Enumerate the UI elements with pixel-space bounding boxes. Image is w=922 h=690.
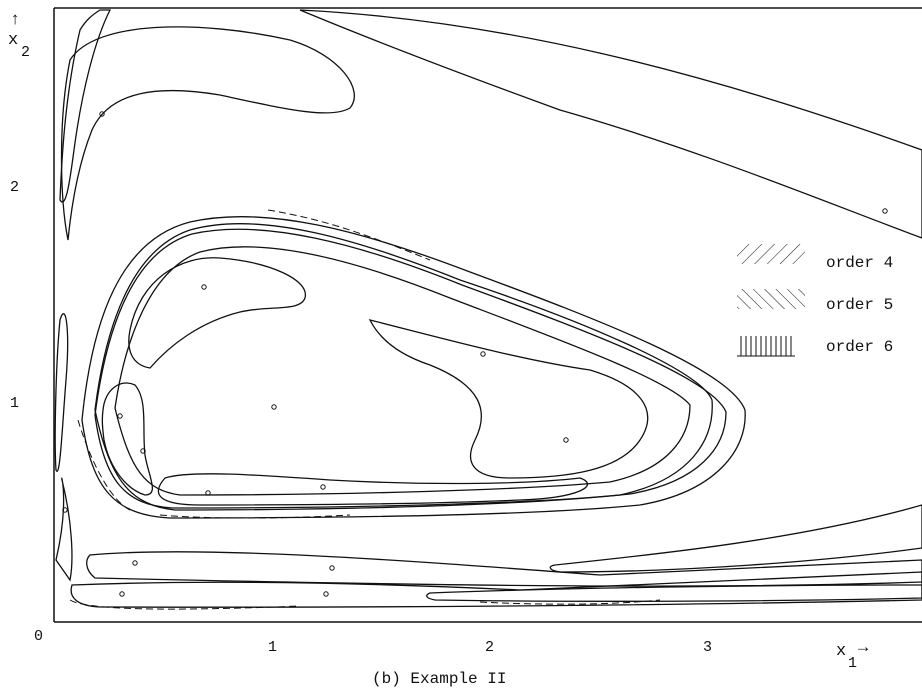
legend-swatch-backslash-hatch — [737, 244, 805, 264]
data-point-markers — [62, 111, 888, 597]
marker — [132, 560, 138, 566]
marker — [271, 404, 277, 410]
marker — [320, 484, 326, 490]
tick-labels: 0 1 2 3 1 2 — [10, 179, 712, 656]
x-tick-label-0: 0 — [34, 628, 43, 645]
marker — [140, 448, 146, 454]
x-axis-label: x 1 → — [836, 639, 869, 672]
region-order4-bottom-blob — [157, 473, 589, 506]
marker — [563, 437, 569, 443]
region-order6-top-left-sliver — [59, 9, 112, 203]
region-order6-left-edge-strip — [54, 313, 69, 472]
legend-item-order-4: order 4 — [737, 244, 893, 272]
x-axis-subscript: 1 — [848, 655, 857, 672]
legend-item-order-6: order 6 — [737, 336, 893, 357]
y-tick-label-1: 1 — [10, 395, 19, 412]
region-order5-top-right-band — [299, 9, 922, 239]
marker — [62, 507, 68, 513]
region-order5-inner-ring — [94, 223, 713, 511]
marker — [117, 413, 123, 419]
legend-label: order 5 — [826, 296, 893, 314]
extra-contours — [69, 209, 661, 610]
y-axis-arrow: ↑ — [10, 11, 20, 30]
region-order6-ring-edge — [81, 215, 746, 519]
dashed-contour-left — [77, 419, 131, 511]
marker — [205, 490, 211, 496]
marker — [201, 284, 207, 290]
marker — [329, 565, 335, 571]
marker — [323, 591, 329, 597]
order-4-regions — [101, 257, 649, 506]
region-order4-upper-left-blob — [128, 257, 306, 369]
legend-label: order 6 — [826, 338, 893, 356]
dashed-contour-upper — [267, 209, 431, 261]
dashed-contour-right — [479, 599, 661, 605]
y-tick-label-2: 2 — [10, 179, 19, 196]
y-axis-name: x — [8, 31, 18, 50]
region-order5-lower-band — [86, 551, 922, 587]
x-axis-name: x — [836, 642, 846, 661]
marker — [99, 111, 105, 117]
y-axis-subscript: 2 — [21, 44, 30, 61]
legend-item-order-5: order 5 — [737, 289, 893, 314]
marker — [882, 208, 888, 214]
legend: order 4 order 5 order 6 — [737, 244, 893, 357]
legend-swatch-vertical-hatch — [737, 336, 795, 356]
marker — [480, 351, 486, 357]
y-axis-label: ↑ x 2 — [8, 11, 30, 61]
region-order4-left-small-blob — [101, 382, 154, 496]
x-axis-arrow: → — [858, 639, 869, 658]
x-tick-label-2: 2 — [485, 639, 494, 656]
region-order5-lower-right-spike — [549, 504, 922, 573]
marker — [119, 591, 125, 597]
plot-frame — [53, 7, 922, 623]
legend-label: order 4 — [826, 254, 893, 272]
figure-caption: (b) Example II — [372, 670, 506, 688]
x-tick-label-3: 3 — [703, 639, 712, 656]
x-tick-label-1: 1 — [268, 639, 277, 656]
region-order4-central-lobe — [368, 319, 649, 479]
region-order5-top-left-lobe — [60, 26, 355, 241]
region-order6-bottom-right-lens — [426, 584, 922, 602]
legend-swatch-slash-hatch — [737, 289, 805, 309]
region-order5-left-strip — [55, 477, 73, 582]
dashed-contour-lower — [159, 514, 351, 519]
dashed-contour-bottom — [69, 599, 301, 610]
region-order6-bottom-band — [70, 571, 922, 608]
